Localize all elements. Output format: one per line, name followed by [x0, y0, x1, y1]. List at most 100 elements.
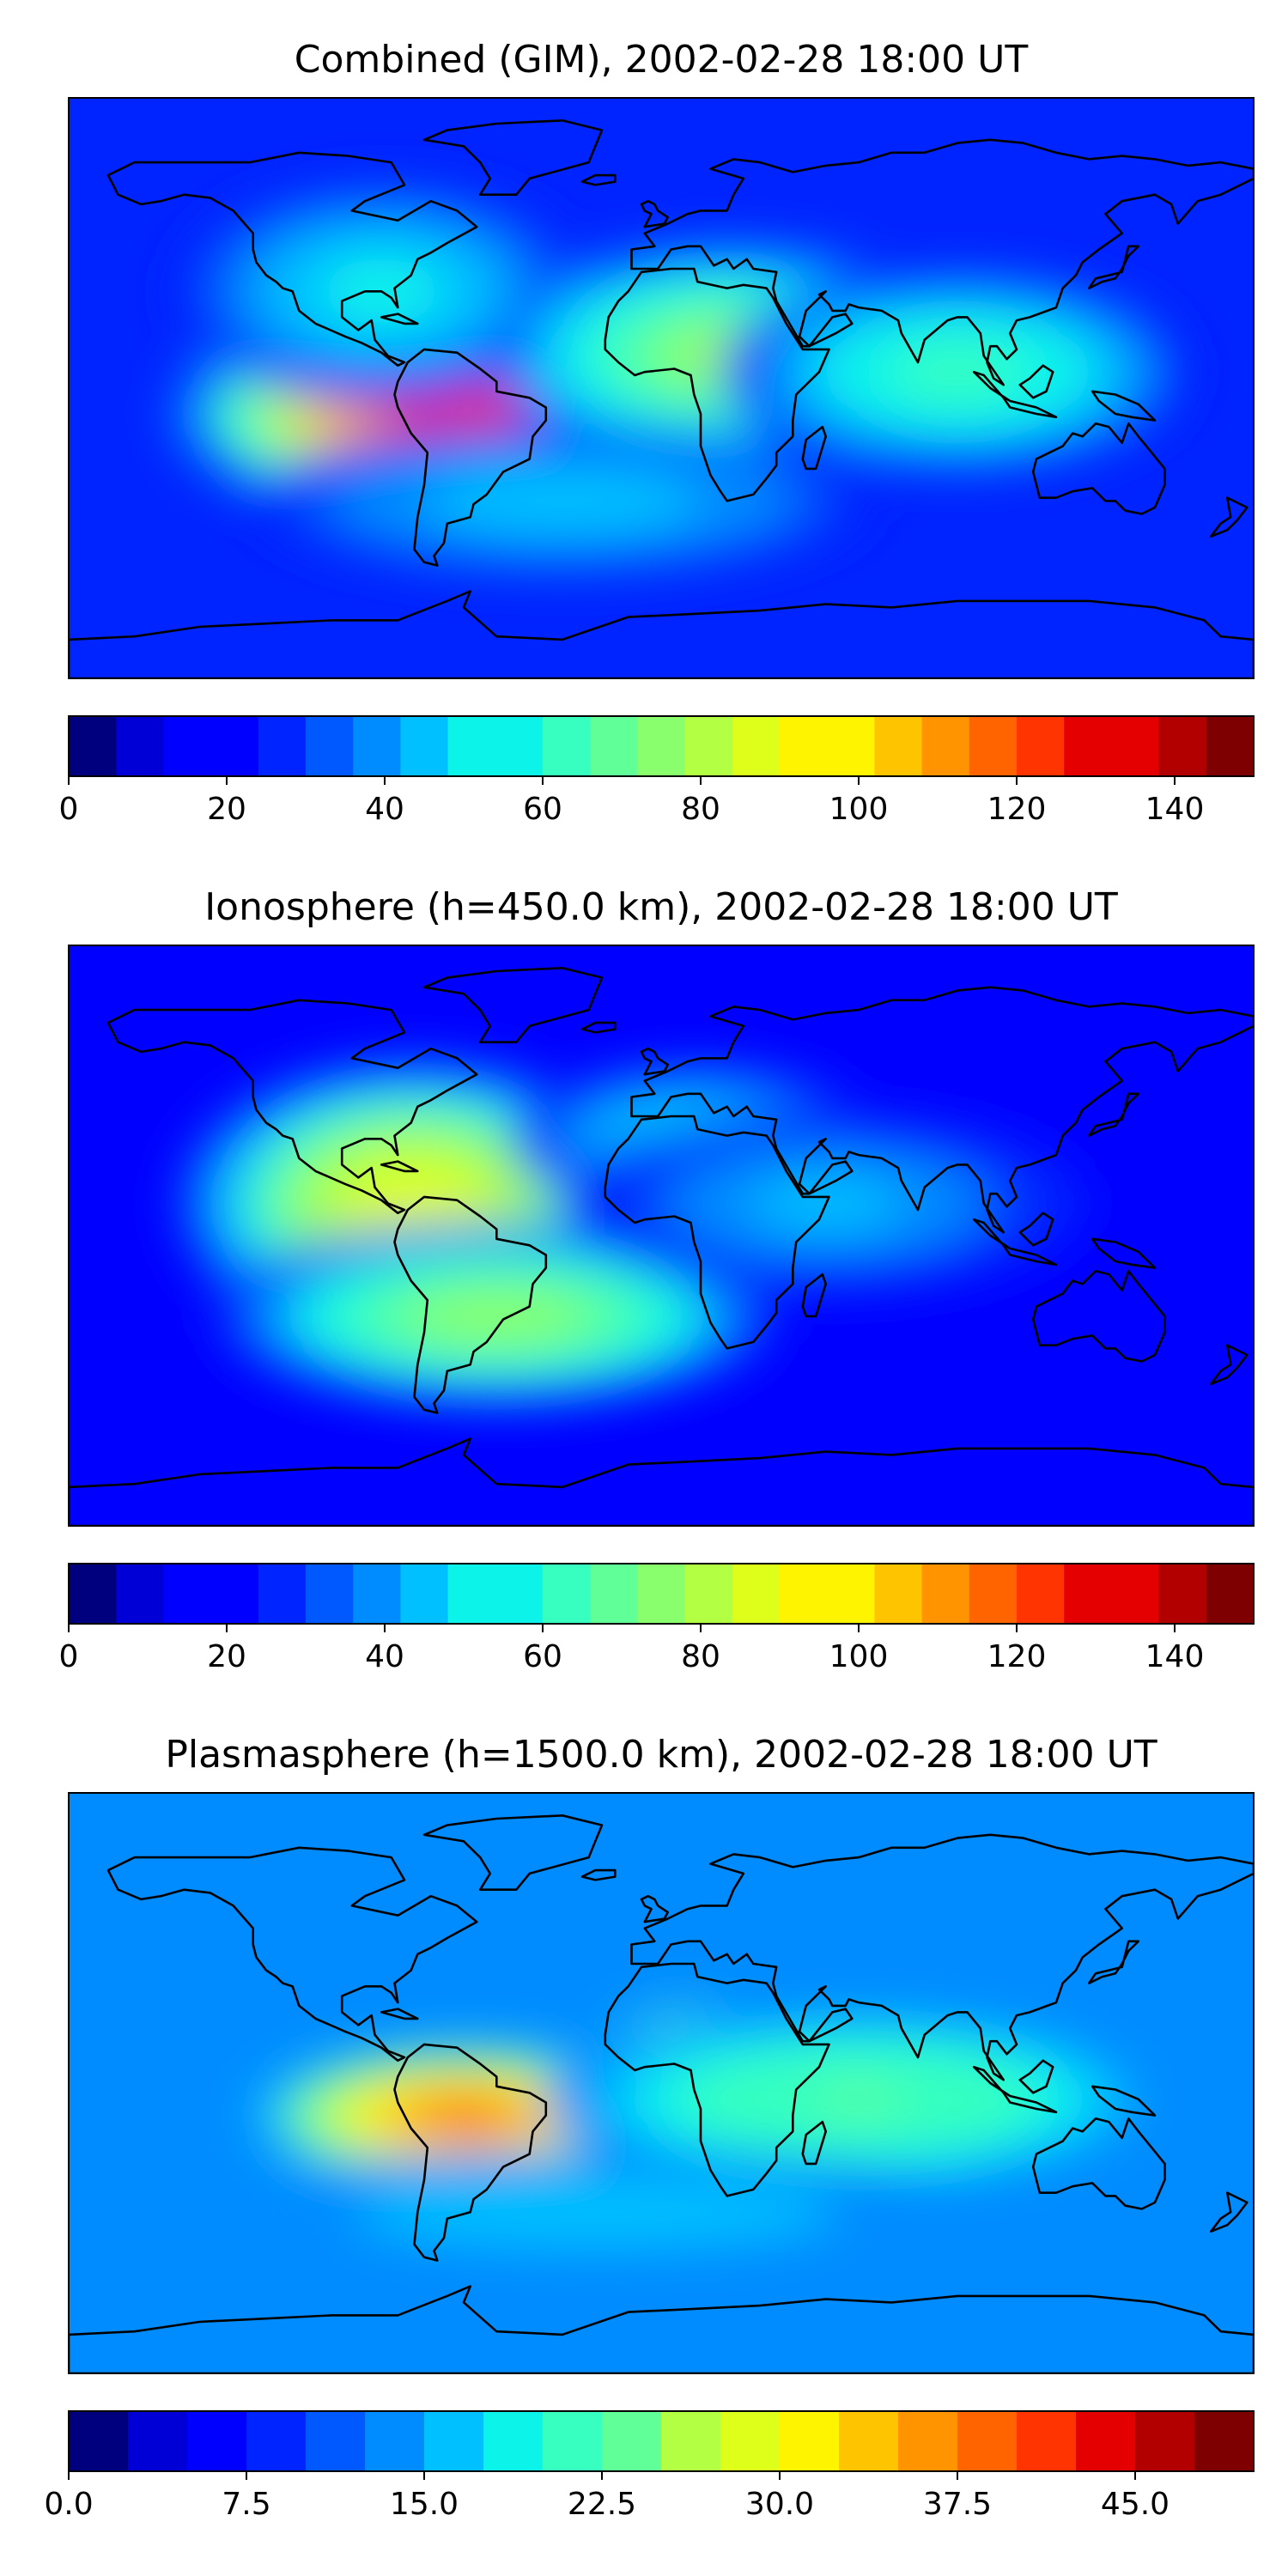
coastline-africa	[604, 1962, 830, 2197]
tec-blob	[173, 2150, 1018, 2275]
colorbar-segment	[353, 716, 401, 776]
coastline-eurasia	[630, 986, 1254, 1234]
colorbar-segment	[1017, 716, 1065, 776]
colorbar-segment	[590, 1564, 638, 1624]
colorbar-segment	[1017, 1564, 1065, 1624]
tick-label: 20	[207, 792, 246, 827]
colorbar-segment	[116, 716, 164, 776]
panel-title: Ionosphere (h=450.0 km), 2002-02-28 18:0…	[204, 885, 1118, 929]
coastline-cuba	[380, 313, 419, 325]
colorbar-segment	[306, 2411, 366, 2471]
coastline-australia	[1031, 1270, 1166, 1363]
colorbar-segment	[69, 716, 117, 776]
coastline-new-zealand	[1209, 1344, 1249, 1386]
colorbar-segment	[1206, 1564, 1255, 1624]
colorbar-segment	[1111, 716, 1160, 776]
colorbar-segment	[874, 716, 923, 776]
colorbar-segment	[874, 1564, 923, 1624]
colorbar-segment	[780, 1564, 828, 1624]
colorbar-segment	[69, 2411, 129, 2471]
tick-label: 140	[1145, 792, 1205, 827]
tec-blob	[720, 269, 1194, 476]
colorbar-segment	[543, 716, 591, 776]
tec-contour	[813, 2086, 904, 2113]
colorbar-segment	[957, 2411, 1018, 2471]
tick-label: 37.5	[923, 2487, 992, 2522]
colorbar-segment	[258, 716, 307, 776]
coastline-madagascar	[801, 2120, 827, 2166]
colorbar-segment	[1111, 1564, 1160, 1624]
coastline-africa	[604, 267, 830, 502]
coastline-greenland	[422, 967, 604, 1043]
coastline-new-guinea	[1091, 390, 1157, 422]
coastline-north-america	[106, 999, 478, 1214]
coastline-antarctica	[69, 590, 1254, 678]
colorbar-frame	[68, 715, 1255, 777]
colorbar-segment	[839, 2411, 899, 2471]
colorbar-segment	[921, 1564, 970, 1624]
colorbar-segment	[1194, 2411, 1255, 2471]
map	[69, 98, 1254, 678]
coastline-new-zealand	[1209, 2191, 1249, 2233]
coastline-cuba	[380, 1160, 419, 1173]
coastline-iceland	[580, 1021, 617, 1034]
coastline-indonesia	[972, 2065, 1058, 2114]
colorbar-segment	[1076, 2411, 1136, 2471]
tick-label: 140	[1145, 1639, 1205, 1674]
tec-contour	[422, 398, 506, 430]
colorbar-segment	[495, 716, 544, 776]
panel-combined: Combined (GIM), 2002-02-28 18:00 UT 0 20…	[59, 38, 1255, 827]
tick-label: 100	[829, 792, 889, 827]
coastlines	[69, 1814, 1254, 2373]
map	[69, 945, 1254, 1526]
coastlines	[69, 119, 1254, 678]
colorbar-segment	[187, 2411, 247, 2471]
map-frame	[68, 97, 1255, 679]
colorbar-segment	[780, 2411, 840, 2471]
tick-label: 120	[987, 1639, 1047, 1674]
colorbar-segment	[543, 1564, 591, 1624]
coastline-borneo	[1018, 1212, 1054, 1247]
tick-label: 22.5	[568, 2487, 636, 2522]
colorbar-segment	[258, 1564, 307, 1624]
colorbar-segment	[684, 1564, 733, 1624]
coastline-japan	[1088, 1940, 1140, 1984]
tick-label: 80	[681, 1639, 720, 1674]
colorbar-segment	[447, 716, 496, 776]
coastline-indonesia	[972, 370, 1058, 419]
tick-label: 100	[829, 1639, 889, 1674]
colorbar-segment	[210, 716, 259, 776]
colorbar-segment	[400, 716, 449, 776]
colorbar-segment	[921, 716, 970, 776]
map-frame	[68, 945, 1255, 1527]
colorbar-segment	[495, 1564, 544, 1624]
coastline-indonesia	[972, 1218, 1058, 1267]
colorbar-segment	[424, 2411, 484, 2471]
coastline-greenland	[422, 119, 604, 196]
tec-blob	[543, 2006, 1175, 2192]
colorbar-segment	[732, 1564, 781, 1624]
coastline-new-guinea	[1091, 1237, 1157, 1269]
tec-contour	[923, 357, 992, 387]
colorbar-segment	[1017, 2411, 1077, 2471]
tick-label: 40	[365, 1639, 404, 1674]
colorbar-segment	[1135, 2411, 1195, 2471]
coastline-north-america	[106, 1846, 478, 2062]
coastlines	[69, 967, 1254, 1526]
colorbar-frame	[68, 1563, 1255, 1625]
coastline-new-guinea	[1091, 2085, 1157, 2117]
coastline-south-america	[393, 1195, 548, 1414]
tick-label: 15.0	[390, 2487, 459, 2522]
tick-label: 120	[987, 792, 1047, 827]
coastline-australia	[1031, 422, 1166, 515]
coastline-uk	[640, 1047, 669, 1076]
coastline-new-zealand	[1209, 496, 1249, 538]
coastline-south-america	[393, 2043, 548, 2262]
coastline-madagascar	[801, 1273, 827, 1318]
colorbar-segment	[780, 716, 828, 776]
colorbar	[68, 715, 1255, 785]
tick-label: 60	[523, 1639, 562, 1674]
coastline-uk	[640, 1894, 669, 1923]
coastline-iceland	[580, 1868, 617, 1881]
